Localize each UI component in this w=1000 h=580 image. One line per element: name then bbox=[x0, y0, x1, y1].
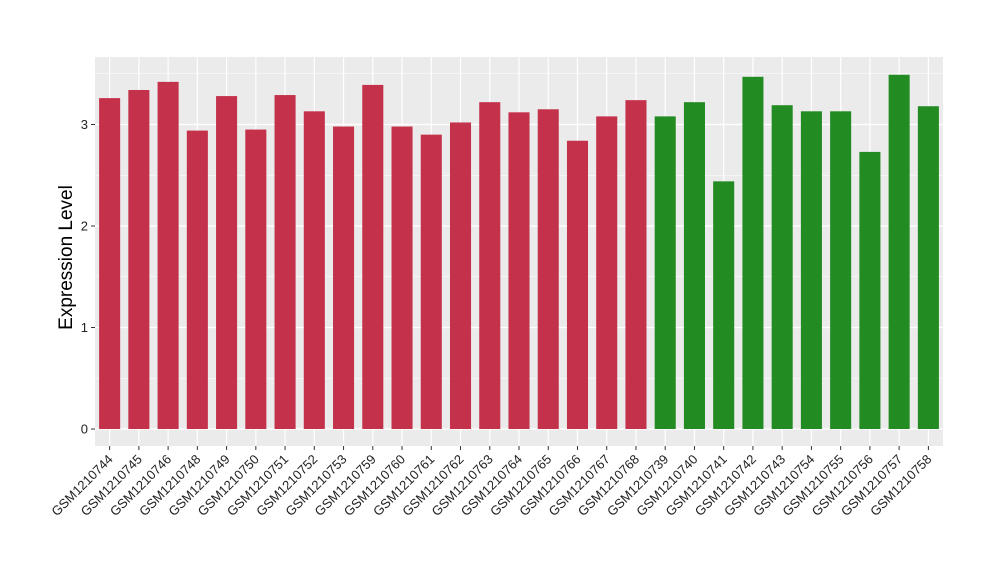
bar-GSM1210750 bbox=[245, 129, 267, 429]
bar-GSM1210768 bbox=[625, 100, 647, 429]
bar-GSM1210751 bbox=[274, 95, 296, 429]
bar-GSM1210742 bbox=[742, 76, 764, 430]
y-tick-label: 3 bbox=[81, 117, 88, 132]
bar-GSM1210756 bbox=[859, 151, 881, 429]
x-axis: GSM1210744GSM1210745GSM1210746GSM1210748… bbox=[48, 446, 935, 519]
bar-GSM1210766 bbox=[566, 140, 589, 430]
bar-GSM1210761 bbox=[420, 134, 442, 429]
bar-GSM1210758 bbox=[917, 106, 939, 429]
y-tick-label: 1 bbox=[81, 320, 88, 335]
bar-GSM1210759 bbox=[362, 84, 384, 429]
y-tick-label: 0 bbox=[81, 422, 88, 437]
bar-GSM1210740 bbox=[683, 102, 705, 430]
bar-GSM1210752 bbox=[303, 111, 325, 430]
bar-GSM1210753 bbox=[333, 126, 355, 429]
bar-GSM1210743 bbox=[771, 105, 793, 429]
bar-GSM1210755 bbox=[830, 111, 852, 430]
y-tick-label: 2 bbox=[81, 219, 88, 234]
bar-GSM1210748 bbox=[186, 130, 208, 429]
bar-GSM1210763 bbox=[479, 102, 501, 430]
y-axis-title: Expression Level bbox=[56, 185, 77, 330]
bar-GSM1210762 bbox=[449, 122, 472, 429]
bar-GSM1210744 bbox=[99, 98, 121, 430]
bar-GSM1210739 bbox=[654, 116, 676, 429]
bar-GSM1210760 bbox=[391, 126, 413, 429]
bar-GSM1210757 bbox=[888, 74, 910, 429]
bars bbox=[99, 74, 939, 430]
bar-GSM1210767 bbox=[596, 116, 618, 429]
bar-GSM1210754 bbox=[800, 111, 822, 430]
bar-GSM1210746 bbox=[157, 81, 179, 430]
y-axis: 0 1 2 3 bbox=[81, 117, 95, 437]
bar-GSM1210745 bbox=[128, 89, 150, 430]
bar-GSM1210749 bbox=[216, 96, 238, 429]
bar-GSM1210741 bbox=[713, 181, 735, 429]
bar-GSM1210764 bbox=[508, 112, 530, 429]
bar-GSM1210765 bbox=[537, 109, 559, 430]
